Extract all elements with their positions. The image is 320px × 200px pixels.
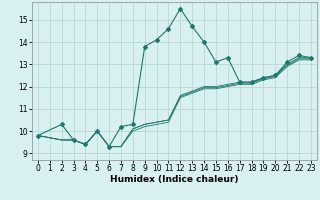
X-axis label: Humidex (Indice chaleur): Humidex (Indice chaleur) bbox=[110, 175, 239, 184]
